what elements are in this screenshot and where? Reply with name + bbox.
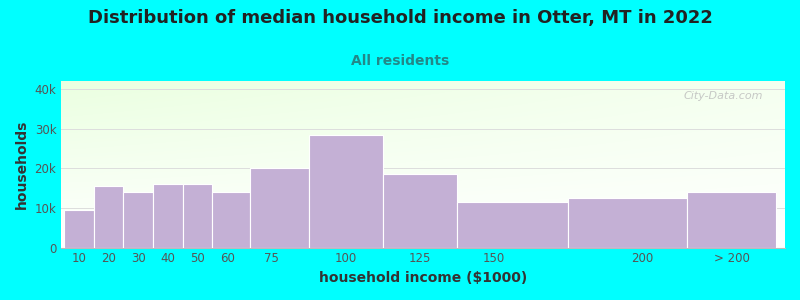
Bar — [64, 210, 94, 248]
Bar — [153, 184, 182, 247]
Text: City-Data.com: City-Data.com — [684, 91, 763, 101]
Text: Distribution of median household income in Otter, MT in 2022: Distribution of median household income … — [87, 9, 713, 27]
X-axis label: household income ($1000): household income ($1000) — [319, 271, 527, 285]
Bar — [569, 198, 687, 247]
Bar — [309, 134, 383, 248]
Text: All residents: All residents — [351, 54, 449, 68]
Y-axis label: households: households — [15, 120, 29, 209]
Bar — [123, 192, 153, 248]
Bar — [94, 186, 123, 248]
Bar — [250, 168, 309, 248]
Bar — [687, 192, 776, 248]
Bar — [182, 184, 213, 247]
Bar — [457, 202, 569, 247]
Bar — [213, 192, 250, 248]
Bar — [383, 174, 457, 248]
